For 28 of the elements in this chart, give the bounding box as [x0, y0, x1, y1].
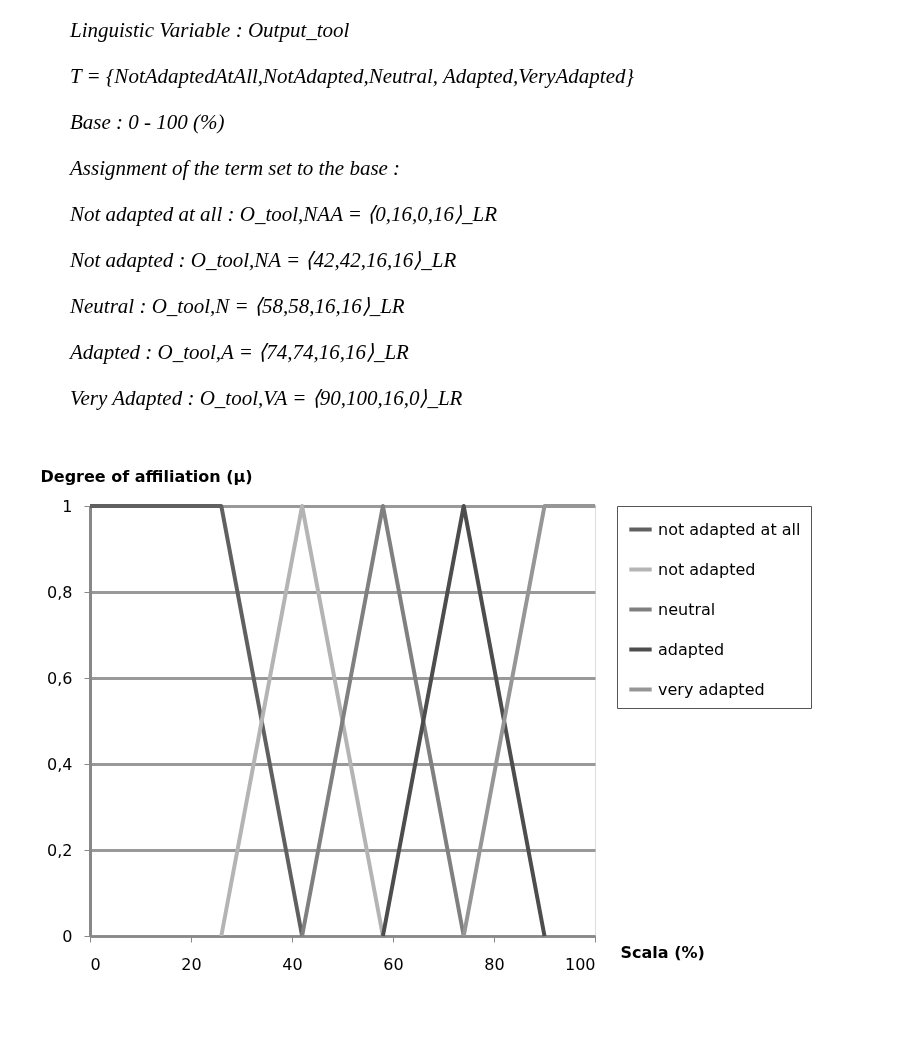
x-tick-label: 100: [564, 954, 596, 974]
x-tick-label: 60: [383, 954, 404, 974]
x-tick-label: 80: [484, 954, 505, 974]
y-tick-label: 0: [62, 926, 73, 946]
legend-label: adapted: [658, 639, 725, 659]
y-tick-label: 0,6: [47, 668, 73, 688]
x-tick-label: 20: [181, 954, 202, 974]
x-axis-title: Scala (%): [620, 942, 705, 962]
text: Neutral : O_tool,N = ⟨58,58,16,16⟩_LR: [69, 294, 405, 318]
text: Adapted : O_tool,A = ⟨74,74,16,16⟩_LR: [68, 340, 410, 364]
legend-label: not adapted at all: [658, 519, 801, 539]
legend-label: very adapted: [658, 679, 765, 699]
y-tick-label: 1: [62, 496, 73, 516]
y-tick-label: 0,2: [47, 840, 73, 860]
text: T = {NotAdaptedAtAll,NotAdapted,Neutral, Adapted,VeryAdapted}: [70, 64, 635, 88]
text: Assignment of the term set to the base :: [68, 156, 401, 180]
text: Base : 0 - 100 (%): [70, 110, 225, 134]
y-tick-label: 0,4: [47, 754, 73, 774]
x-tick-label: 0: [90, 954, 101, 974]
x-tick-label: 40: [282, 954, 303, 974]
legend-label: neutral: [658, 599, 716, 619]
y-tick-label: 0,8: [47, 582, 73, 602]
text: Not adapted at all : O_tool,NAA = ⟨0,16,0,16⟩_LR: [69, 202, 498, 226]
text: Not adapted : O_tool,NA = ⟨42,42,16,16⟩_LR: [69, 248, 457, 272]
legend-label: not adapted: [658, 559, 756, 579]
y-axis-title: Degree of affiliation (μ): [40, 466, 253, 486]
text: Linguistic Variable : Output_tool: [69, 18, 350, 42]
text: Very Adapted : O_tool,VA = ⟨90,100,16,0⟩_LR: [70, 386, 463, 410]
